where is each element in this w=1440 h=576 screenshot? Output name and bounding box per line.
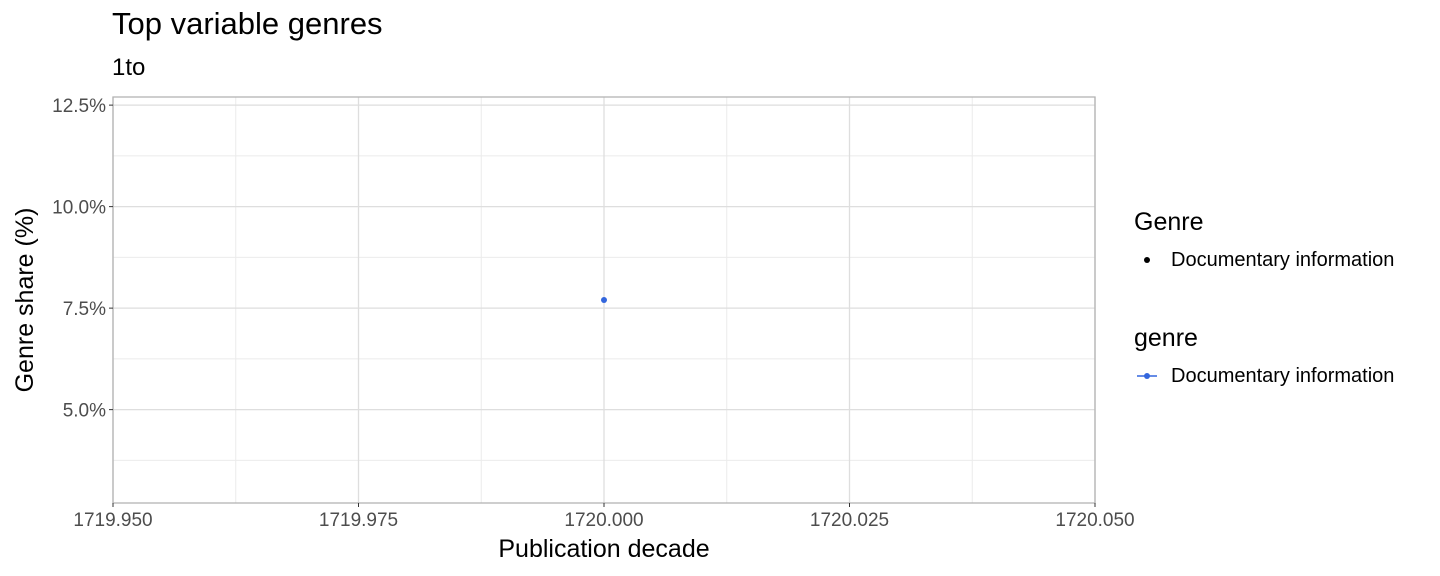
y-tick-label: 10.0%: [52, 198, 106, 219]
x-tick-label: 1720.050: [1055, 510, 1134, 531]
chart-subtitle: 1to: [112, 54, 146, 81]
chart-title: Top variable genres: [112, 6, 383, 41]
legend-genre-shape: Genre Documentary information: [1134, 208, 1394, 273]
legend-item-label: Documentary information: [1171, 249, 1395, 271]
x-axis-title: Publication decade: [498, 535, 709, 563]
legend-item: Documentary information: [1134, 247, 1394, 273]
y-axis-title: Genre share (%): [11, 208, 39, 393]
x-tick-label: 1720.025: [810, 510, 889, 531]
legend-item: Documentary information: [1134, 363, 1394, 389]
y-tick-label: 5.0%: [63, 401, 106, 422]
y-tick-label: 12.5%: [52, 96, 106, 117]
y-tick-label: 7.5%: [63, 299, 106, 320]
legend-point-key-icon: [1144, 257, 1150, 263]
x-tick-label: 1719.950: [73, 510, 152, 531]
legend-item-label: Documentary information: [1171, 365, 1395, 387]
x-tick-label: 1719.975: [319, 510, 398, 531]
x-tick-label: 1720.000: [564, 510, 643, 531]
legend-title: Genre: [1134, 208, 1204, 236]
legend-title: genre: [1134, 324, 1198, 352]
data-point: [601, 297, 607, 303]
legend-line-point-key-icon: [1137, 373, 1157, 379]
legend-genre-color: genre Documentary information: [1134, 324, 1394, 389]
